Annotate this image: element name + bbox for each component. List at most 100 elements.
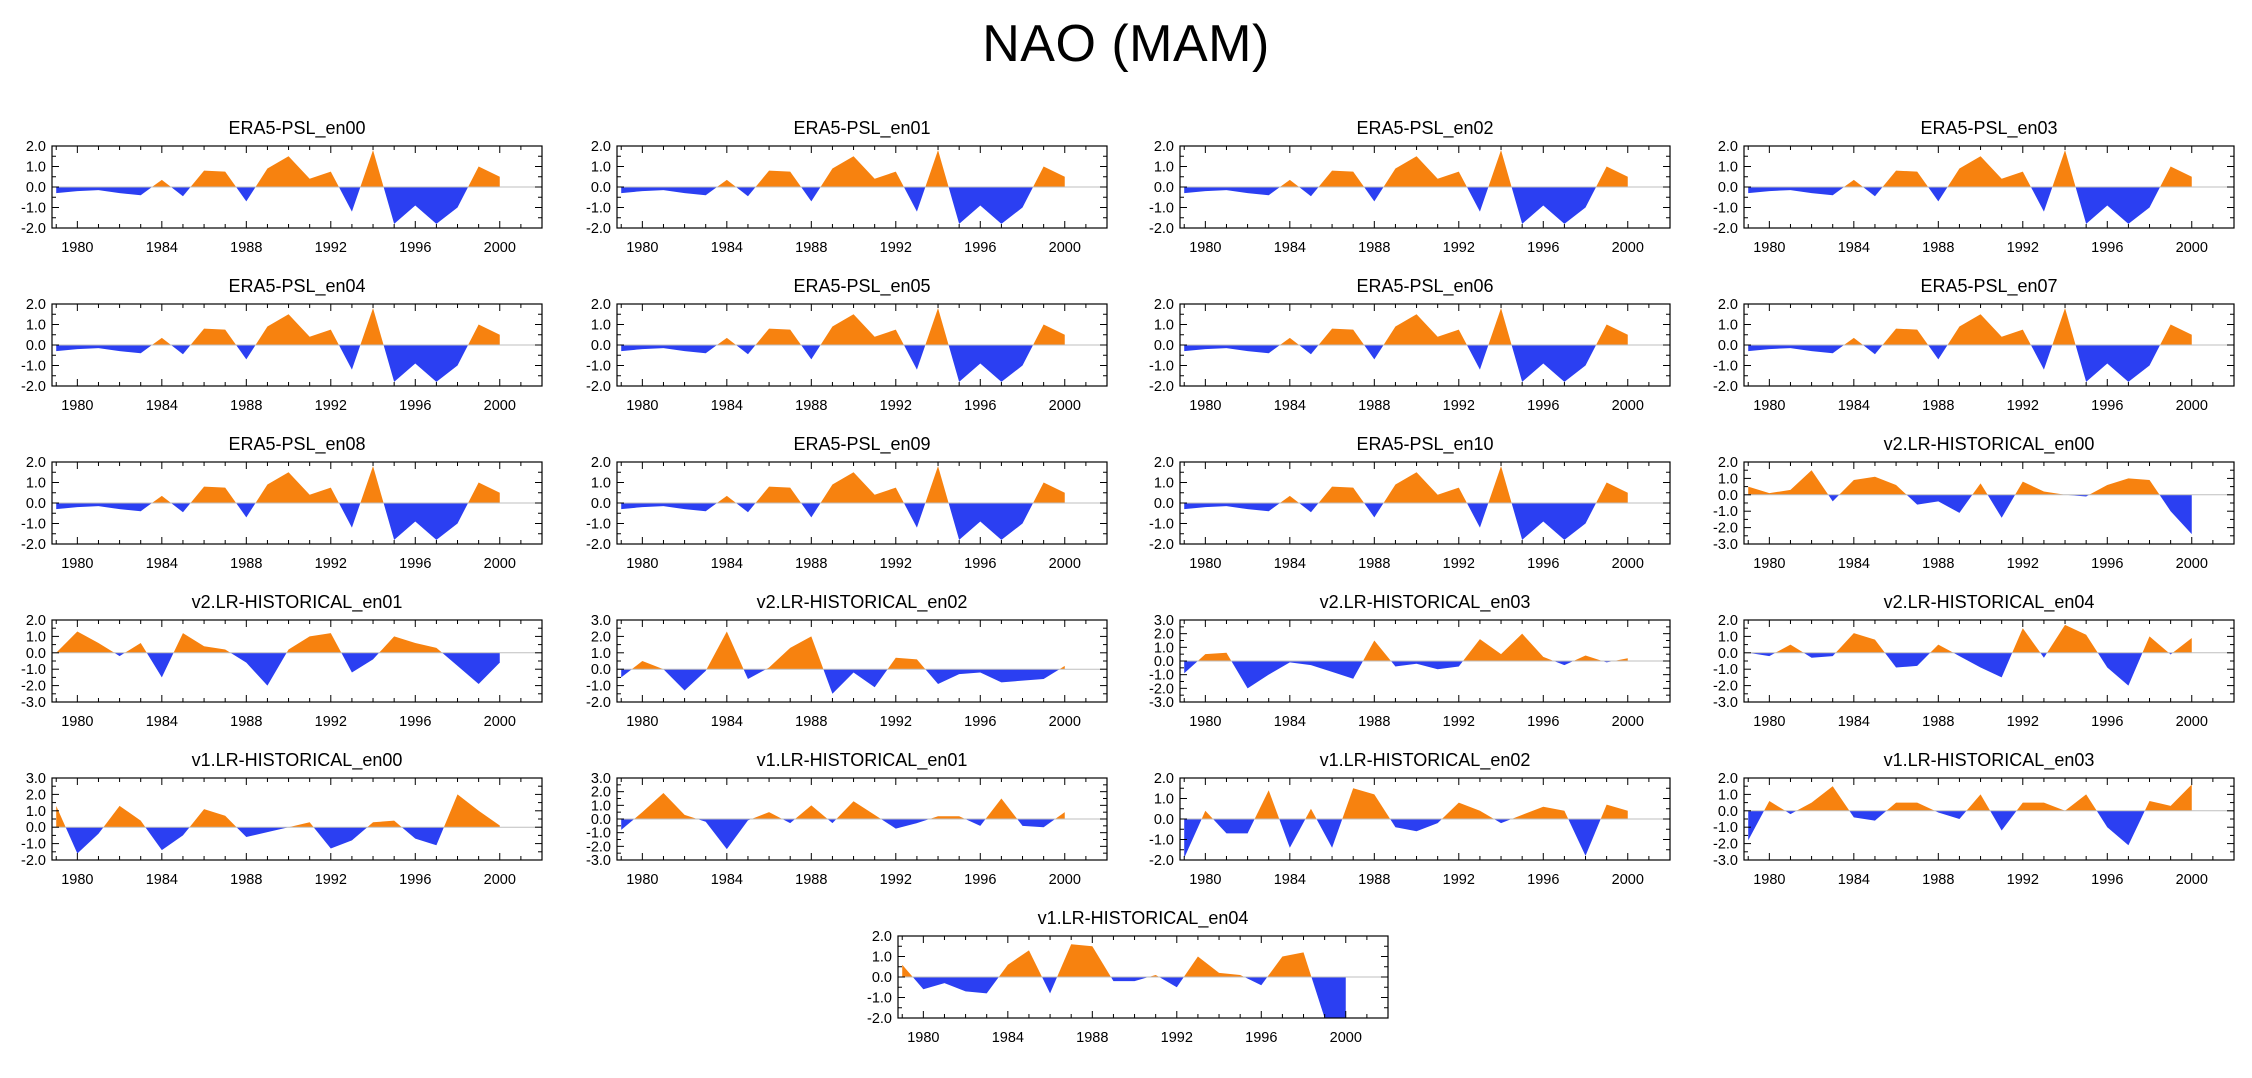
x-tick-label: 1996 xyxy=(2091,240,2123,256)
positive-area xyxy=(902,964,913,977)
y-tick-label: -2.0 xyxy=(21,679,46,695)
x-tick-label: 1996 xyxy=(964,398,996,414)
negative-area xyxy=(948,345,1034,382)
x-tick-label: 1992 xyxy=(2007,240,2039,256)
positive-area xyxy=(1318,328,1365,345)
panel-v1.LR-HISTORICAL_en03: v1.LR-HISTORICAL_en03 1980 1984 1988 1992 199… xyxy=(1684,748,2252,897)
positive-area xyxy=(755,170,802,187)
y-tick-label: -2.0 xyxy=(1149,537,1174,553)
x-tick-label: 1980 xyxy=(1189,714,1221,730)
negative-area xyxy=(823,669,888,694)
y-tick-label: -1.0 xyxy=(586,679,611,695)
x-tick-label: 1992 xyxy=(880,398,912,414)
panel-title: v2.LR-HISTORICAL_en02 xyxy=(757,592,968,613)
positive-area xyxy=(190,486,237,503)
series-area xyxy=(1184,633,1628,689)
negative-area xyxy=(146,652,174,678)
negative-area xyxy=(236,827,289,838)
positive-area xyxy=(286,633,342,653)
y-tick-label: -1.0 xyxy=(21,359,46,375)
x-tick-label: 1996 xyxy=(1245,1030,1277,1046)
negative-area xyxy=(827,819,837,824)
y-tick-label: 2.0 xyxy=(1154,627,1174,643)
positive-area xyxy=(1596,482,1628,503)
x-tick-label: 2000 xyxy=(2176,556,2208,572)
positive-area xyxy=(1488,150,1512,187)
y-tick-label: -1.0 xyxy=(1713,820,1738,836)
negative-area xyxy=(1511,345,1597,382)
positive-area xyxy=(1033,166,1065,187)
x-tick-label: 1984 xyxy=(146,240,178,256)
x-tick-label: 1984 xyxy=(1838,240,1870,256)
y-tick-label: -2.0 xyxy=(21,379,46,395)
positive-area xyxy=(1796,786,1850,811)
negative-area xyxy=(736,187,756,197)
series-area xyxy=(56,308,500,382)
x-tick-label: 1992 xyxy=(315,556,347,572)
positive-area xyxy=(820,314,904,345)
y-tick-label: -3.0 xyxy=(586,853,611,869)
negative-area xyxy=(2096,810,2145,846)
positive-area xyxy=(634,793,698,819)
negative-area xyxy=(313,827,368,849)
negative-area xyxy=(1849,810,1887,821)
x-tick-label: 1988 xyxy=(1922,398,1954,414)
panel-ERA5-PSL_en05: ERA5-PSL_en05 1980 1984 1988 1992 1996 2000 2.0… xyxy=(557,274,1127,423)
y-tick-label: 1.0 xyxy=(591,646,611,662)
positive-area xyxy=(56,805,66,828)
y-tick-label: 1.0 xyxy=(1154,476,1174,492)
x-tick-label: 2000 xyxy=(484,398,516,414)
negative-area xyxy=(743,669,767,680)
positive-area xyxy=(151,337,172,345)
panel-title: ERA5-PSL_en06 xyxy=(1356,276,1493,297)
y-tick-label: 2.0 xyxy=(1154,139,1174,155)
positive-area xyxy=(1148,974,1160,977)
negative-area xyxy=(1466,503,1489,528)
positive-area xyxy=(1279,495,1300,503)
y-tick-label: 2.0 xyxy=(26,139,46,155)
panel-svg: ERA5-PSL_en08 1980 1984 1988 1992 1996 2000 2.0… xyxy=(21,434,543,572)
x-tick-label: 1988 xyxy=(230,556,262,572)
x-tick-label: 2000 xyxy=(1330,1030,1362,1046)
negative-area xyxy=(912,977,999,994)
y-tick-label: 1.0 xyxy=(872,950,892,966)
y-tick-label: 1.0 xyxy=(1154,792,1174,808)
panel-title: v2.LR-HISTORICAL_en00 xyxy=(1884,434,2095,455)
y-tick-label: 2.0 xyxy=(591,785,611,801)
positive-area xyxy=(367,820,402,828)
x-tick-label: 1980 xyxy=(1189,240,1221,256)
negative-area xyxy=(1390,819,1442,832)
y-tick-label: 1.0 xyxy=(591,318,611,334)
positive-area xyxy=(2052,150,2076,187)
y-tick-label: -1.0 xyxy=(1149,201,1174,217)
y-tick-label: 1.0 xyxy=(591,476,611,492)
y-tick-label: 2.0 xyxy=(1154,455,1174,471)
x-tick-label: 1980 xyxy=(907,1030,939,1046)
positive-area xyxy=(716,495,737,503)
y-tick-label: 2.0 xyxy=(1718,455,1738,471)
panel-v1.LR-HISTORICAL_en04: v1.LR-HISTORICAL_en04 1980 1984 1988 1992 199… xyxy=(838,906,1408,1055)
panel-title: ERA5-PSL_en07 xyxy=(1920,276,2057,297)
positive-area xyxy=(1305,808,1317,819)
y-tick-label: 2.0 xyxy=(26,455,46,471)
negative-area xyxy=(903,503,926,528)
panel-svg: ERA5-PSL_en02 1980 1984 1988 1992 1996 2000 2.0… xyxy=(1149,118,1671,256)
panel-title: v1.LR-HISTORICAL_en04 xyxy=(1038,908,1249,929)
x-tick-label: 1988 xyxy=(1076,1030,1108,1046)
positive-area xyxy=(1947,156,2031,187)
positive-area xyxy=(998,950,1043,977)
negative-area xyxy=(1184,187,1280,196)
negative-area xyxy=(171,187,191,197)
series-area xyxy=(1184,150,1628,224)
x-tick-label: 2000 xyxy=(1049,714,1081,730)
positive-area xyxy=(468,324,500,345)
y-tick-label: -2.0 xyxy=(1149,221,1174,237)
y-tick-label: 0.0 xyxy=(591,662,611,678)
y-tick-label: 2.0 xyxy=(26,297,46,313)
y-tick-label: -3.0 xyxy=(1713,853,1738,869)
negative-area xyxy=(65,827,104,854)
y-tick-label: -1.0 xyxy=(1149,359,1174,375)
negative-area xyxy=(1213,819,1255,834)
positive-area xyxy=(468,166,500,187)
